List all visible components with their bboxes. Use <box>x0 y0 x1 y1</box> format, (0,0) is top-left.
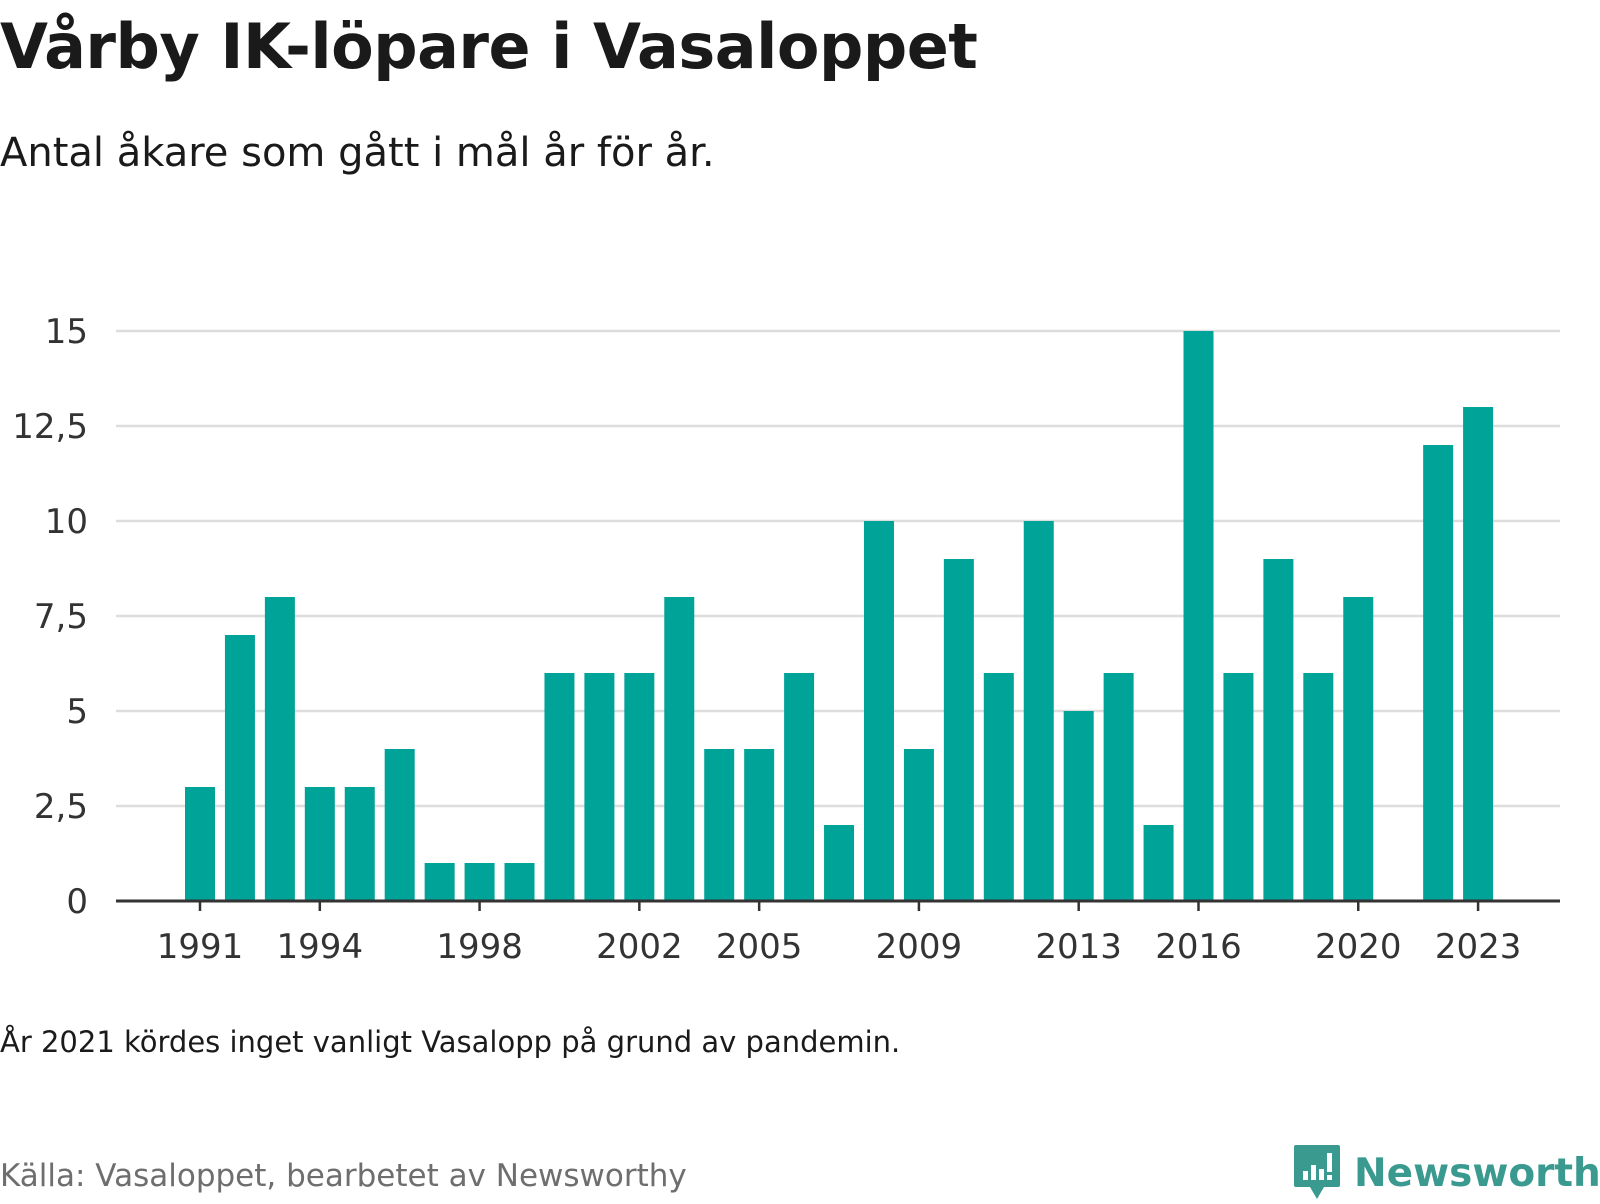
x-tick-label: 1998 <box>436 927 523 967</box>
bar-2004 <box>704 749 735 901</box>
bar-2013 <box>1063 711 1094 901</box>
bar-2000 <box>544 673 575 901</box>
bar-1992 <box>224 635 255 901</box>
bar-2003 <box>664 597 695 901</box>
y-tick-label: 15 <box>45 312 88 352</box>
bar-2002 <box>624 673 655 901</box>
x-tick-label: 1994 <box>277 927 364 967</box>
brand-logo[interactable]: Newsworthy <box>1292 1142 1600 1204</box>
x-axis <box>116 899 1560 911</box>
bar-2022 <box>1423 445 1454 901</box>
bar-1994 <box>304 787 335 901</box>
bar-2015 <box>1143 825 1174 901</box>
bar-1998 <box>464 863 495 901</box>
chart-note: År 2021 kördes inget vanligt Vasalopp på… <box>0 1025 901 1059</box>
x-tick-label: 2020 <box>1315 927 1402 967</box>
x-tick-label: 2009 <box>876 927 963 967</box>
bar-1995 <box>344 787 375 901</box>
source-credit: Källa: Vasaloppet, bearbetet av Newswort… <box>0 1158 687 1194</box>
bar-2007 <box>824 825 855 901</box>
brand-name: Newsworthy <box>1354 1150 1600 1196</box>
bars <box>185 331 1494 901</box>
y-tick-label: 12,5 <box>12 407 88 447</box>
x-tick-label: 2002 <box>596 927 683 967</box>
x-axis-labels: 1991 1994 1998 2002 2005 2009 2013 2016 2020 2023 <box>157 927 1522 967</box>
bar-2006 <box>784 673 815 901</box>
y-tick-label: 2,5 <box>34 787 88 827</box>
bar-1996 <box>384 749 415 901</box>
bar-2011 <box>983 673 1014 901</box>
bar-1997 <box>424 863 455 901</box>
chart-subtitle: Antal åkare som gått i mål år för år. <box>0 130 715 176</box>
bar-1991 <box>185 787 215 901</box>
x-tick-label: 1991 <box>157 927 244 967</box>
bar-2009 <box>903 749 934 901</box>
bar-1999 <box>504 863 535 901</box>
chart-title: Vårby IK-löpare i Vasaloppet <box>0 10 978 83</box>
bar-2014 <box>1103 673 1134 901</box>
bar-2019 <box>1303 673 1334 901</box>
bar-2010 <box>943 559 974 901</box>
bar-2020 <box>1343 597 1374 901</box>
bar-2017 <box>1223 673 1254 901</box>
x-tick-label: 2013 <box>1035 927 1122 967</box>
y-axis-labels: 0 2,5 5 7,5 10 12,5 15 <box>12 312 88 922</box>
bar-2012 <box>1023 521 1054 901</box>
bar-2018 <box>1263 559 1294 901</box>
y-tick-label: 0 <box>66 882 88 922</box>
newsworthy-logo-icon <box>1294 1145 1340 1199</box>
y-tick-label: 5 <box>66 692 88 732</box>
x-tick-label: 2005 <box>716 927 803 967</box>
y-tick-label: 7,5 <box>34 597 88 637</box>
bar-2005 <box>744 749 775 901</box>
bar-2023 <box>1463 407 1494 901</box>
bar-2016 <box>1183 331 1214 901</box>
x-tick-label: 2023 <box>1435 927 1522 967</box>
bar-2008 <box>863 521 894 901</box>
bar-2001 <box>584 673 615 901</box>
y-tick-label: 10 <box>45 502 88 542</box>
x-tick-label: 2016 <box>1155 927 1242 967</box>
bar-1993 <box>264 597 295 901</box>
